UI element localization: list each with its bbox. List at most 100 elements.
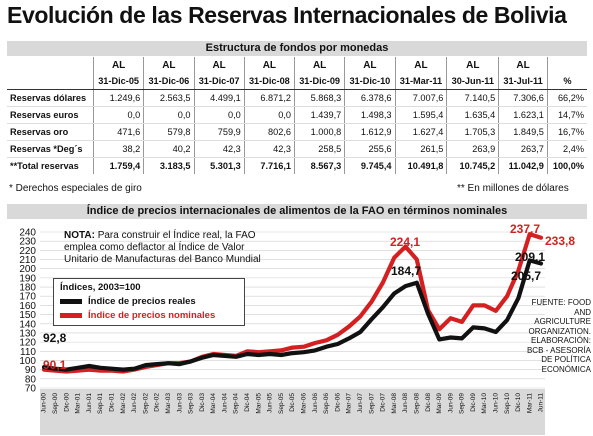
data-label-real-peak-2011: 209,1	[515, 250, 545, 264]
x-tick-label: Dic-08	[425, 393, 432, 412]
table-cell: 10.491,8	[395, 157, 448, 174]
header-cell: 31-Jul-11	[498, 73, 548, 90]
x-tick-label: Dic-05	[289, 393, 296, 412]
table-header-dates: 31-Dic-05 31-Dic-06 31-Dic-07 31-Dic-08 …	[7, 73, 587, 90]
x-tick-label: Mar-10	[481, 393, 488, 414]
table-cell: 1.000,8	[294, 123, 346, 141]
table-cell: 7.306,6	[498, 89, 548, 107]
table-cell: 42,3	[194, 140, 245, 158]
y-tick-label: 180	[19, 283, 36, 294]
y-tick-label: 200	[19, 264, 36, 275]
table-cell: 38,2	[93, 140, 145, 158]
header-cell: AL	[498, 57, 548, 73]
x-tick-label: Mar-03	[165, 393, 172, 414]
x-tick-label: Jun-04	[221, 393, 228, 413]
table-cell: 255,6	[344, 140, 396, 158]
table-cell: 1.849,5	[498, 123, 548, 141]
table-cell: 1.595,4	[395, 106, 448, 124]
header-cell	[7, 73, 94, 90]
data-label-nominal-peak-2011: 237,7	[510, 222, 540, 236]
table-cell: 5.301,3	[194, 157, 245, 174]
header-cell: 31-Dic-08	[244, 73, 296, 90]
chart-source: FUENTE: FOOD AND AGRICULTURE ORGANIZATIO…	[526, 298, 591, 374]
y-tick-label: 80	[25, 374, 37, 385]
y-tick-label: 220	[19, 246, 36, 257]
table-cell: 100,0%	[547, 157, 587, 174]
x-tick-label: Sep-08	[413, 393, 420, 414]
note-lead: NOTA:	[64, 230, 95, 241]
x-tick-label: Mar-06	[301, 393, 308, 414]
table-cell: 1.249,6	[93, 89, 145, 107]
table-cell: 10.745,2	[446, 157, 500, 174]
chart-section-title: Índice de precios internacionales de ali…	[7, 204, 587, 219]
x-tick-label: Sep-09	[459, 393, 466, 414]
y-tick-label: 100	[19, 356, 36, 367]
x-tick-label: Jun-03	[176, 393, 183, 413]
legend-swatch-nominal	[60, 313, 82, 318]
footnote-units: ** En millones de dólares	[457, 183, 569, 194]
header-cell: 31-Dic-07	[194, 73, 245, 90]
table-cell: 2.563,5	[143, 89, 195, 107]
table-cell: 6.378,6	[344, 89, 396, 107]
table-cell: 1.439,7	[294, 106, 346, 124]
table-cell: 0,0	[143, 106, 195, 124]
table-cell: 258,5	[294, 140, 346, 158]
x-tick-label: Mar-07	[346, 393, 353, 414]
x-tick-label: Dic-06	[334, 393, 341, 412]
x-tick-label: Sep-05	[278, 393, 285, 414]
table-total-row: **Total reservas 1.759,4 3.183,5 5.301,3 7.7…	[7, 157, 587, 174]
x-tick-label: Sep-01	[97, 393, 104, 414]
x-tick-label: Sep-00	[52, 393, 59, 414]
header-cell: AL	[395, 57, 448, 73]
x-tick-label: Dic-03	[199, 393, 206, 412]
row-label: Reservas *Deg´s	[7, 140, 94, 158]
header-cell: 31-Dic-05	[93, 73, 145, 90]
x-tick-label: Mar-11	[526, 393, 533, 413]
table-cell: 1.627,4	[395, 123, 448, 141]
table-cell: 6.871,2	[244, 89, 296, 107]
x-tick-label: Dic-09	[470, 393, 477, 412]
header-cell: 31-Dic-06	[143, 73, 195, 90]
table-cell: 3.183,5	[143, 157, 195, 174]
x-tick-label: Jun-08	[402, 393, 409, 413]
x-tick-label: Mar-05	[255, 393, 262, 414]
table-cell: 471,6	[93, 123, 145, 141]
table-header-top: AL AL AL AL AL AL AL AL AL	[7, 57, 587, 73]
header-cell: AL	[93, 57, 145, 73]
header-cell	[7, 57, 94, 73]
table-cell: 8.567,3	[294, 157, 346, 174]
x-tick-label: Mar-02	[120, 393, 127, 414]
x-tick-label: Sep-06	[323, 393, 330, 414]
table-cell: 1.705,3	[446, 123, 500, 141]
y-tick-label: 110	[20, 347, 36, 358]
y-tick-label: 160	[19, 301, 36, 312]
y-tick-label: 170	[19, 292, 36, 303]
x-tick-label: Dic-04	[244, 393, 251, 412]
table-cell: 40,2	[143, 140, 195, 158]
table-cell: 1.612,9	[344, 123, 396, 141]
table-cell: 7.716,1	[244, 157, 296, 174]
header-cell: 31-Mar-11	[395, 73, 448, 90]
y-tick-label: 130	[19, 328, 36, 339]
header-cell: 30-Jun-11	[446, 73, 500, 90]
x-axis-band	[40, 389, 545, 435]
table-cell: 802,6	[244, 123, 296, 141]
table-cell: 66,2%	[547, 89, 587, 107]
x-tick-label: Mar-01	[75, 393, 82, 414]
table-cell: 16,7%	[547, 123, 587, 141]
data-label-nominal-last: 233,8	[545, 234, 575, 248]
x-tick-label: Mar-09	[436, 393, 443, 414]
table-cell: 0,0	[93, 106, 145, 124]
x-tick-label: Dic-07	[380, 393, 387, 412]
table-row: Reservas euros 0,0 0,0 0,0 0,0 1.439,7 1.498,3…	[7, 106, 587, 124]
x-tick-label: Mar-08	[391, 393, 398, 414]
table-cell: 42,3	[244, 140, 296, 158]
x-tick-label: Jun-00	[41, 393, 48, 413]
x-tick-label: Jun-05	[267, 393, 274, 413]
table-row: Reservas dólares 1.249,6 2.563,5 4.499,1 6.8…	[7, 89, 587, 107]
x-tick-label: Jun-11	[538, 393, 545, 413]
header-cell: AL	[446, 57, 500, 73]
table-cell: 1.498,3	[344, 106, 396, 124]
data-label-nominal-peak-2008: 224,1	[390, 235, 420, 249]
